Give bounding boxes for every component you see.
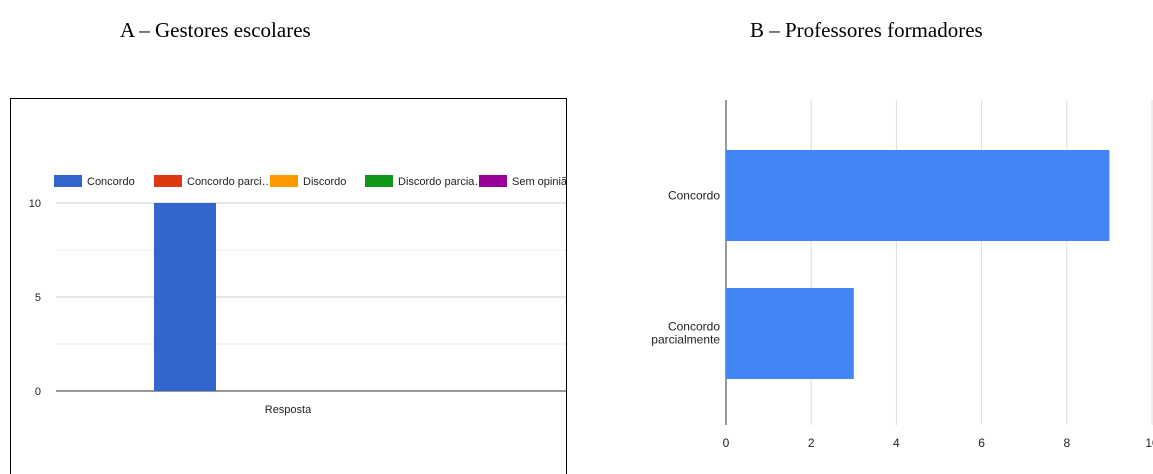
legend-swatch: [154, 175, 182, 187]
legend-label: Concordo: [87, 176, 135, 188]
bar-concordo-parcialmente: [726, 288, 854, 379]
chart-a-svg: 0 5 10 Concordo Concordo parci… Discordo Disco…: [11, 99, 566, 474]
category-label: Concordo parcialmente: [651, 320, 720, 347]
category-label: Concordo: [668, 189, 720, 203]
bar-concordo: [154, 203, 216, 391]
x-tick-label: 8: [1063, 436, 1070, 450]
chart-b-heading: B – Professores formadores: [750, 18, 983, 43]
legend-label: Discordo parcia…: [398, 176, 485, 188]
x-axis-label: Resposta: [265, 404, 312, 416]
legend-label: Concordo parci…: [187, 176, 273, 188]
legend-swatch: [479, 175, 507, 187]
x-tick-label: 10: [1145, 436, 1153, 450]
x-tick-label: 6: [978, 436, 985, 450]
legend-swatch: [365, 175, 393, 187]
legend-swatch: [270, 175, 298, 187]
legend-swatch: [54, 175, 82, 187]
x-tick-label: 2: [808, 436, 815, 450]
legend-label: Discordo: [303, 176, 346, 188]
legend-label: Sem opinião: [512, 176, 566, 188]
chart-a-heading: A – Gestores escolares: [120, 18, 311, 43]
y-tick-label: 0: [35, 386, 41, 398]
y-tick-label: 10: [29, 198, 41, 210]
bar-concordo: [726, 150, 1109, 241]
x-tick-label: 0: [723, 436, 730, 450]
x-tick-label: 4: [893, 436, 900, 450]
y-tick-label: 5: [35, 292, 41, 304]
chart-a-panel: 0 5 10 Concordo Concordo parci… Discordo Disco…: [10, 98, 567, 474]
